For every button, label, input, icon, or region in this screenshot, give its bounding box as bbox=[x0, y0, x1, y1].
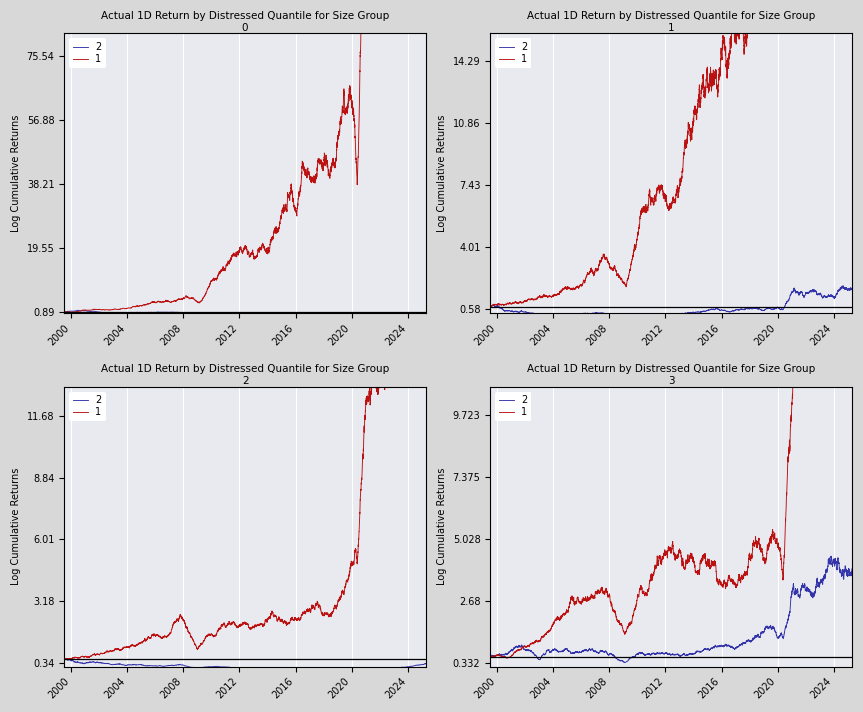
2 bbox=[174, 308, 185, 317]
1 bbox=[601, 585, 611, 594]
2 bbox=[381, 309, 392, 318]
2 bbox=[601, 647, 611, 656]
2 bbox=[518, 308, 528, 316]
Y-axis label: Log Cumulative Returns: Log Cumulative Returns bbox=[437, 468, 447, 585]
2 bbox=[59, 308, 69, 316]
Title: Actual 1D Return by Distressed Quantile for Size Group
0: Actual 1D Return by Distressed Quantile … bbox=[101, 11, 389, 33]
2 bbox=[847, 565, 857, 573]
Line: 1: 1 bbox=[490, 0, 852, 307]
2 bbox=[92, 658, 103, 666]
1 bbox=[660, 194, 671, 203]
1 bbox=[272, 229, 282, 237]
Line: 1: 1 bbox=[64, 18, 426, 659]
2 bbox=[272, 664, 282, 673]
Legend: 2, 1: 2, 1 bbox=[495, 392, 532, 422]
2 bbox=[601, 309, 611, 318]
1 bbox=[92, 305, 103, 314]
1 bbox=[485, 303, 495, 311]
2 bbox=[381, 664, 392, 673]
2 bbox=[485, 303, 495, 311]
2 bbox=[660, 649, 671, 658]
1 bbox=[59, 308, 69, 316]
2 bbox=[92, 308, 103, 316]
Line: 2: 2 bbox=[64, 310, 426, 315]
1 bbox=[234, 245, 244, 253]
1 bbox=[381, 360, 392, 369]
2 bbox=[59, 654, 69, 663]
1 bbox=[518, 643, 528, 651]
2 bbox=[421, 659, 432, 668]
Line: 2: 2 bbox=[490, 286, 852, 319]
2 bbox=[847, 286, 857, 294]
2 bbox=[371, 665, 381, 674]
2 bbox=[834, 286, 844, 295]
2 bbox=[272, 310, 282, 318]
2 bbox=[620, 659, 630, 667]
2 bbox=[807, 286, 817, 294]
1 bbox=[174, 295, 185, 303]
Y-axis label: Log Cumulative Returns: Log Cumulative Returns bbox=[11, 468, 22, 585]
Y-axis label: Log Cumulative Returns: Log Cumulative Returns bbox=[11, 115, 21, 232]
1 bbox=[601, 254, 611, 263]
1 bbox=[272, 615, 282, 624]
Legend: 2, 1: 2, 1 bbox=[495, 38, 532, 68]
1 bbox=[807, 184, 817, 192]
1 bbox=[485, 653, 495, 661]
2 bbox=[421, 309, 432, 318]
1 bbox=[660, 550, 671, 559]
1 bbox=[92, 650, 103, 659]
1 bbox=[420, 14, 431, 22]
1 bbox=[234, 621, 244, 629]
1 bbox=[518, 298, 528, 307]
2 bbox=[235, 310, 245, 318]
2 bbox=[826, 552, 836, 560]
1 bbox=[66, 655, 76, 664]
2 bbox=[697, 646, 708, 654]
1 bbox=[421, 35, 432, 43]
Y-axis label: Log Cumulative Returns: Log Cumulative Returns bbox=[438, 115, 447, 232]
1 bbox=[485, 303, 495, 311]
1 bbox=[502, 654, 513, 662]
2 bbox=[697, 307, 708, 315]
2 bbox=[834, 560, 844, 568]
Legend: 2, 1: 2, 1 bbox=[69, 38, 105, 68]
Line: 1: 1 bbox=[64, 0, 426, 313]
1 bbox=[66, 308, 77, 317]
2 bbox=[234, 664, 244, 672]
2 bbox=[838, 281, 848, 290]
2 bbox=[193, 310, 204, 319]
1 bbox=[59, 654, 69, 663]
2 bbox=[660, 310, 671, 319]
Title: Actual 1D Return by Distressed Quantile for Size Group
3: Actual 1D Return by Distressed Quantile … bbox=[527, 365, 816, 386]
1 bbox=[697, 554, 708, 562]
Line: 2: 2 bbox=[490, 556, 852, 663]
2 bbox=[518, 643, 528, 651]
2 bbox=[408, 310, 419, 318]
1 bbox=[174, 613, 185, 622]
Line: 2: 2 bbox=[64, 659, 426, 669]
Title: Actual 1D Return by Distressed Quantile for Size Group
2: Actual 1D Return by Distressed Quantile … bbox=[101, 365, 389, 386]
2 bbox=[807, 594, 817, 602]
1 bbox=[408, 199, 419, 207]
2 bbox=[485, 653, 495, 661]
Title: Actual 1D Return by Distressed Quantile for Size Group
1: Actual 1D Return by Distressed Quantile … bbox=[527, 11, 816, 33]
2 bbox=[408, 662, 419, 671]
Line: 1: 1 bbox=[490, 0, 852, 658]
Legend: 2, 1: 2, 1 bbox=[69, 392, 105, 422]
2 bbox=[620, 315, 631, 323]
2 bbox=[174, 660, 185, 669]
2 bbox=[72, 306, 83, 315]
1 bbox=[697, 80, 708, 88]
